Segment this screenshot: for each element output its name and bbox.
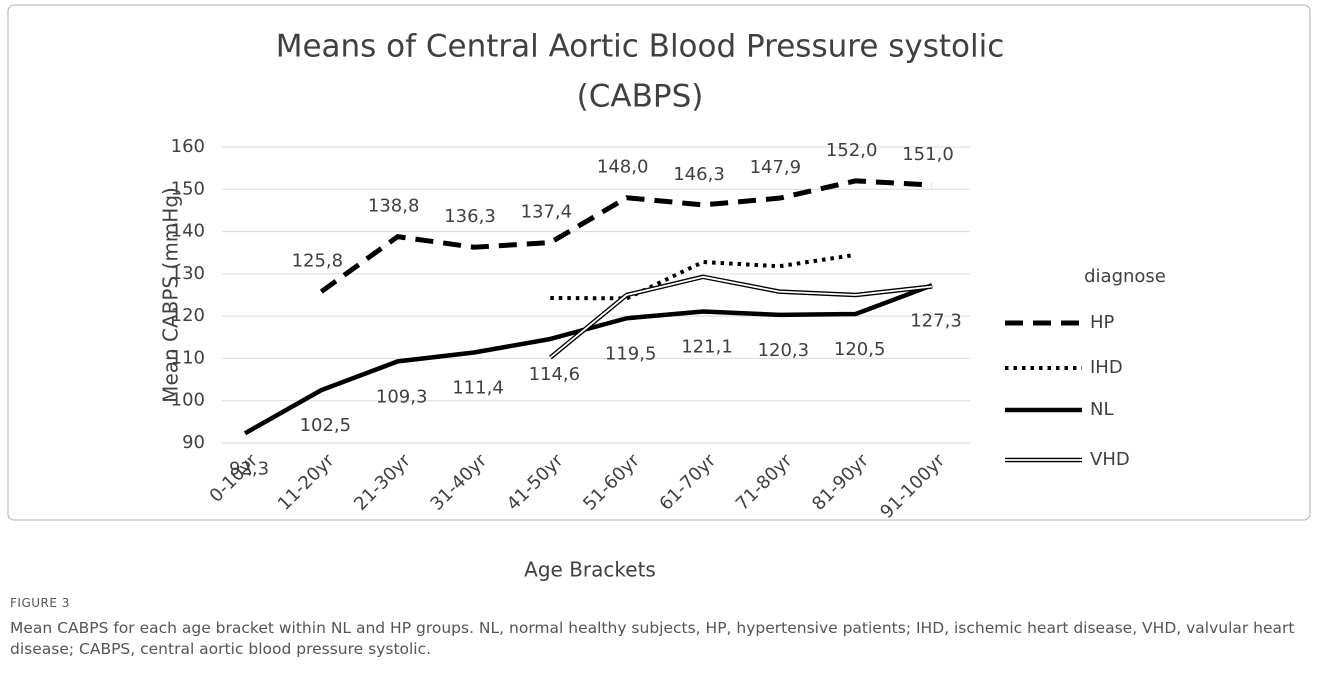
x-axis-title: Age Brackets — [524, 558, 656, 582]
data-label: 120,5 — [834, 339, 886, 360]
y-axis-title: Mean CABPS (mmHg) — [159, 187, 183, 403]
legend-label: NL — [1090, 399, 1114, 420]
data-label: 111,4 — [452, 378, 504, 399]
data-label: 121,1 — [681, 336, 733, 357]
y-tick-label: 120 — [171, 305, 205, 326]
chart-title: (CABPS) — [577, 79, 704, 115]
caption: Mean CABPS for each age bracket within N… — [10, 619, 1295, 658]
x-tick-label: 51-60yr — [579, 450, 644, 515]
legend-label: HP — [1090, 312, 1115, 333]
data-label: 147,9 — [750, 157, 802, 178]
x-tick-label: 31-40yr — [426, 450, 491, 515]
data-label: 137,4 — [521, 202, 573, 223]
legend-label: VHD — [1090, 449, 1130, 470]
y-tick-label: 130 — [171, 263, 205, 284]
x-tick-label: 91-100yr — [876, 450, 949, 523]
data-label: 119,5 — [605, 343, 657, 364]
x-tick-label: 71-80yr — [732, 450, 797, 515]
chart: Means of Central Aortic Blood Pressure s… — [7, 4, 1311, 582]
data-label: 152,0 — [826, 140, 878, 161]
data-label: 148,0 — [597, 157, 649, 178]
x-tick-label: 41-50yr — [503, 450, 568, 515]
data-label: 114,6 — [529, 364, 581, 385]
y-tick-label: 90 — [182, 432, 205, 453]
data-label: 102,5 — [300, 415, 352, 436]
data-label: 138,8 — [368, 196, 420, 217]
y-tick-label: 150 — [171, 178, 205, 199]
x-tick-label: 11-20yr — [274, 450, 339, 515]
x-tick-label: 61-70yr — [655, 450, 720, 515]
series-line — [549, 275, 933, 359]
figure-label: FIGURE 3 — [10, 596, 70, 610]
data-label: 151,0 — [902, 144, 954, 165]
series-line — [319, 178, 933, 294]
data-label: 92,3 — [229, 458, 269, 479]
data-label: 120,3 — [758, 340, 810, 361]
y-tick-label: 100 — [171, 390, 205, 411]
x-tick-label: 21-30yr — [350, 450, 415, 515]
data-label: 136,3 — [444, 206, 496, 227]
series-line — [243, 283, 933, 436]
legend-label: IHD — [1090, 357, 1123, 378]
data-label: 125,8 — [292, 251, 344, 272]
data-label: 127,3 — [910, 310, 962, 331]
x-tick-label: 81-90yr — [808, 450, 873, 515]
y-tick-label: 160 — [171, 136, 205, 157]
y-tick-label: 140 — [171, 221, 205, 242]
data-label: 146,3 — [673, 164, 725, 185]
data-label: 109,3 — [376, 386, 428, 407]
chart-title: Means of Central Aortic Blood Pressure s… — [276, 29, 1005, 65]
legend-title: diagnose — [1084, 266, 1166, 287]
chart-border — [7, 4, 1311, 521]
y-tick-label: 110 — [171, 347, 205, 368]
